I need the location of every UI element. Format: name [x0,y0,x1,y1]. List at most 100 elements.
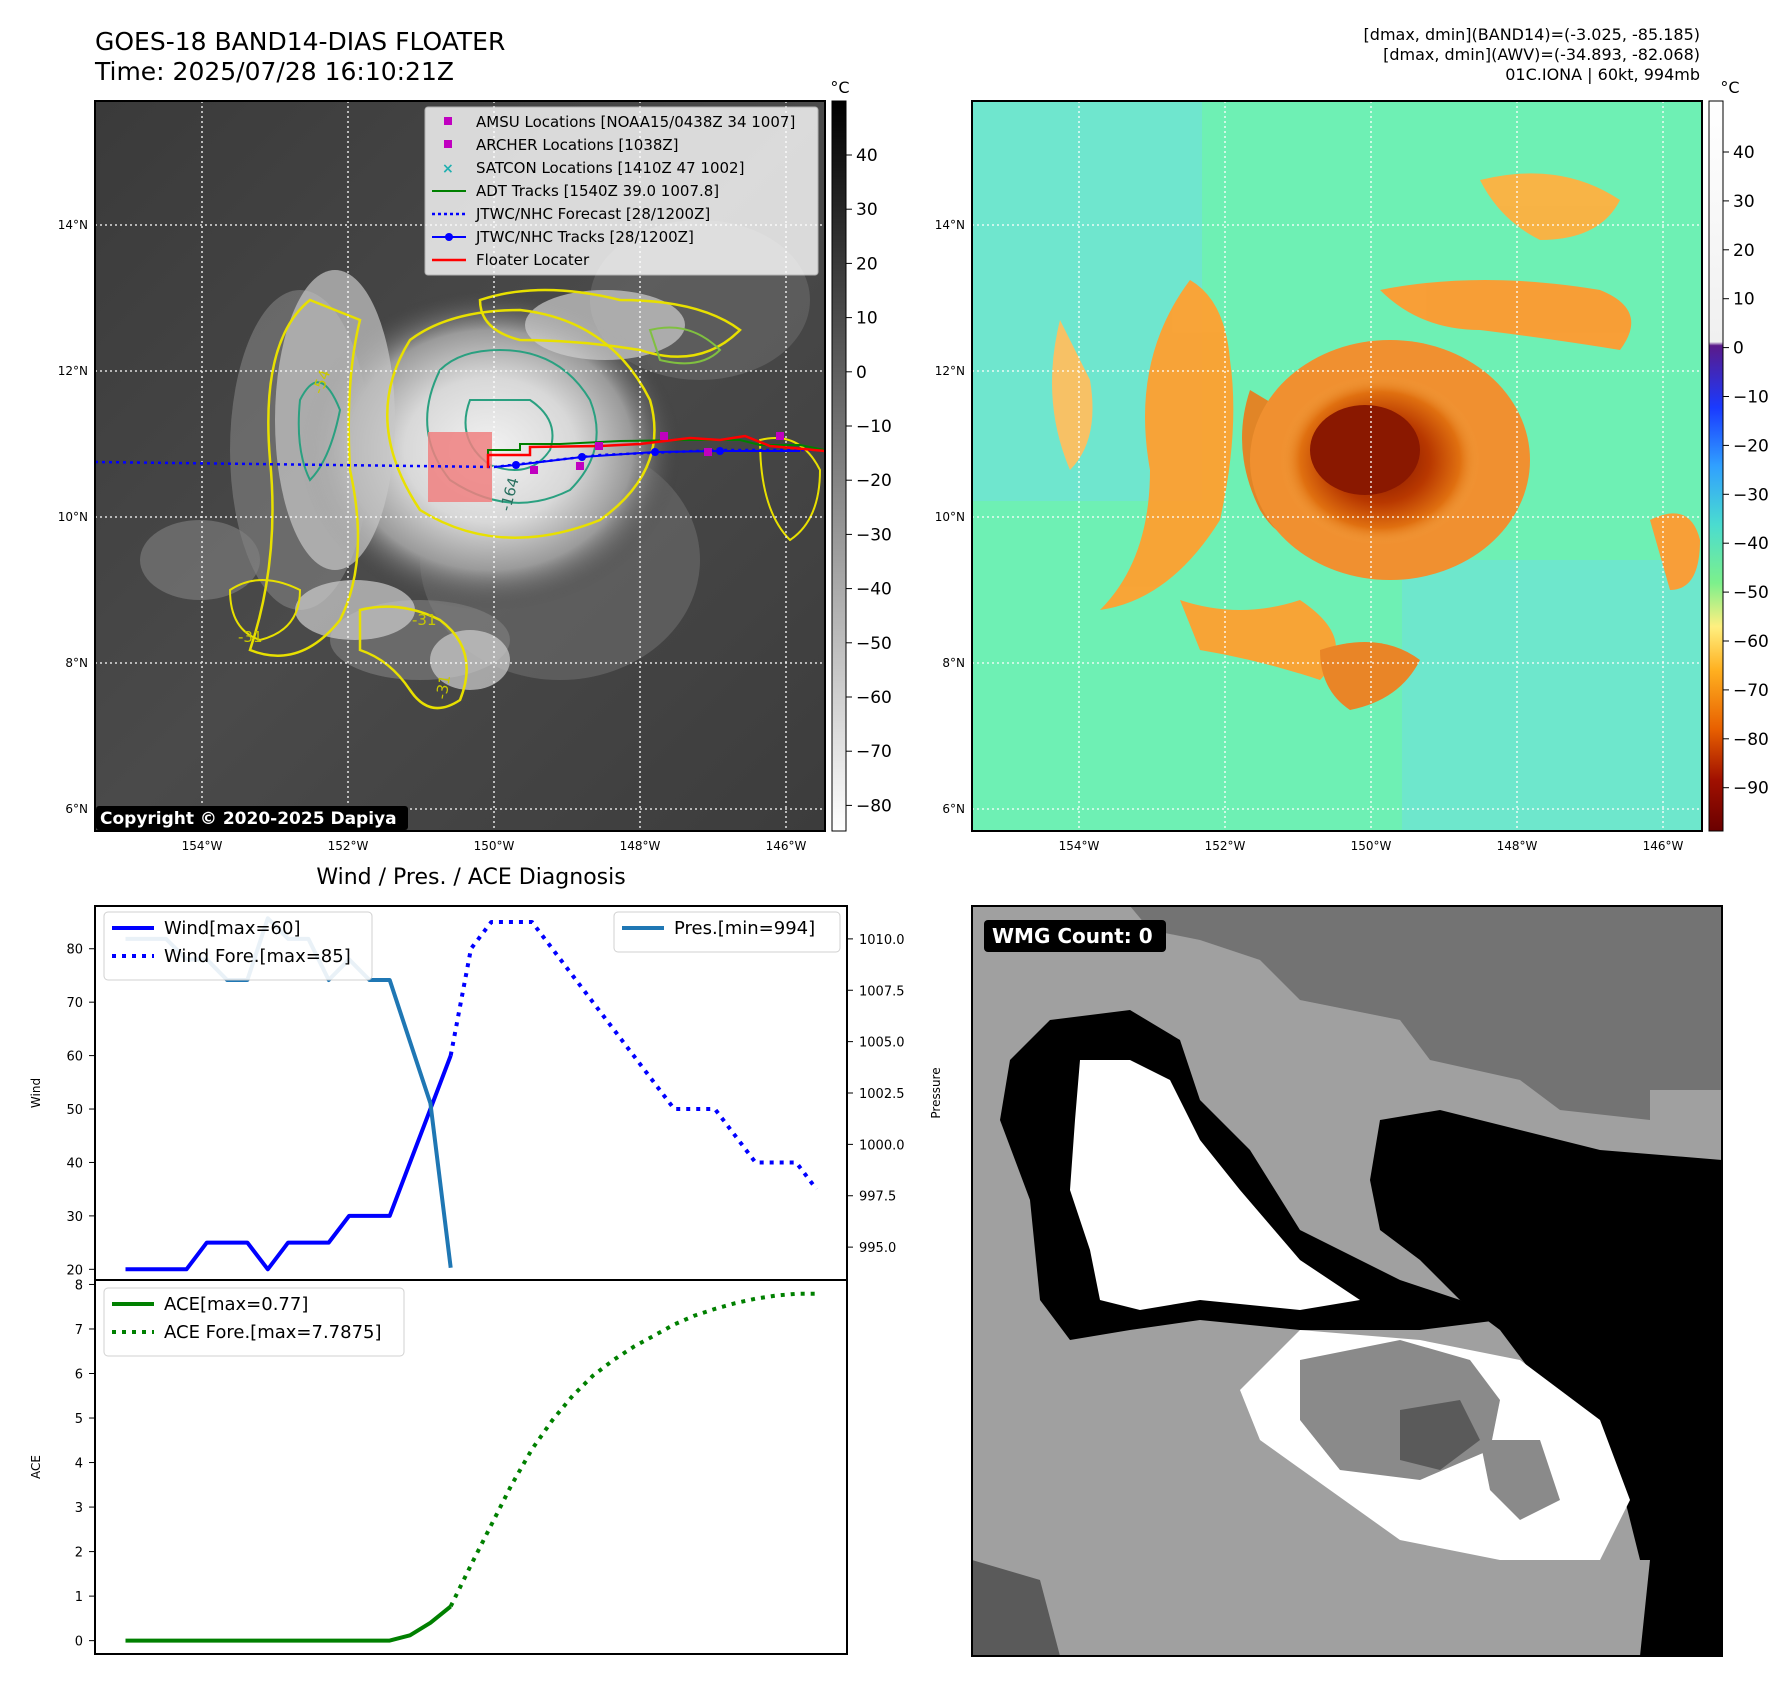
y-right-tick-label: 995.0 [859,1241,896,1256]
y-tick-label: 0 [75,1635,83,1650]
awv-colorbar-tick-label: −40 [1733,534,1769,554]
awv-colorbar-tick-label: −90 [1733,779,1769,799]
awv-colorbar-unit: °C [1720,78,1739,97]
awv-lon-150: 150°W [1351,839,1392,853]
legend-label: ACE[max=0.77] [164,1294,308,1315]
ir-colorbar-tick-label: 30 [856,200,878,220]
series-line [125,1054,453,1272]
ir-colorbar-tick-label: 0 [856,363,867,383]
awv-lat-12: 12°N [935,364,965,378]
legend-adt: ADT Tracks [1540Z 39.0 1007.8] [476,182,719,200]
awv-lon-146: 146°W [1643,839,1684,853]
awv-lon-152: 152°W [1205,839,1246,853]
awv-colorbar-tick-label: 10 [1733,290,1755,310]
legend-box [613,911,841,953]
awv-lat-10: 10°N [935,510,965,524]
stats-storm: 01C.IONA | 60kt, 994mb [1505,65,1700,84]
legend-label: Wind Fore.[max=85] [164,946,351,967]
chart-frame [94,1279,848,1655]
awv-colorbar-tick-label: 20 [1733,241,1755,261]
ir-lat-8: 8°N [65,656,88,670]
legend-box [103,1287,405,1357]
ir-map-panel: -164 -54 -31 -31 -31 [94,100,826,832]
legend-forecast: JTWC/NHC Forecast [28/1200Z] [475,205,710,223]
ir-lat-6: 6°N [65,802,88,816]
awv-colorbar-tick-label: −50 [1733,583,1769,603]
ir-colorbar-tick-label: 10 [856,309,878,329]
y-tick-label: 3 [75,1501,83,1516]
ir-colorbar-tick-label: −40 [856,580,892,600]
y-tick-label: 4 [75,1457,83,1472]
svg-text:×: × [442,161,454,177]
y-tick-label: 7 [75,1323,83,1338]
ir-colorbar: °C 40 30 20 10 0 −10 −20 −30 −40 −50 −60 −70 −80 [830,78,892,832]
y-right-tick-label: 1002.5 [859,1087,905,1102]
ir-colorbar-tick-label: −80 [856,796,892,816]
awv-lon-148: 148°W [1497,839,1538,853]
ir-colorbar-tick-label: −50 [856,634,892,654]
awv-colorbar-tick-label: −20 [1733,436,1769,456]
ir-lon-146: 146°W [766,839,807,853]
awv-lat-14: 14°N [935,218,965,232]
y-tick-label: 2 [75,1546,83,1561]
series-line [448,920,819,1191]
y-tick-label: 6 [75,1368,83,1383]
ace-chart: 0 1 2 3 4 5 6 7 8 ACE ACE[max=0.77] ACE Fore.[max=7… [29,1278,848,1655]
stats-band14: [dmax, dmin](BAND14)=(-3.025, -85.185) [1364,25,1700,44]
legend-amsu: AMSU Locations [NOAA15/0438Z 34 1007] [476,113,795,131]
ir-map-legend: AMSU Locations [NOAA15/0438Z 34 1007] AR… [424,106,819,276]
legend-box [103,911,373,981]
ir-colorbar-tick-label: −60 [856,688,892,708]
wmg-panel: WMG Count: 0 [971,905,1723,1657]
contour-label-31a: -31 [238,628,263,646]
y-tick-label: 60 [66,1050,83,1065]
ir-map-axis-labels: 14°N 12°N 10°N 8°N 6°N 154°W 152°W 150°W… [58,218,807,853]
y-tick-label: 30 [66,1210,83,1225]
awv-colorbar: °C 40 30 20 10 0 −10 −20 −30 −40 −50 −60 −70 −80 −90 [1708,78,1769,832]
ir-colorbar-tick-label: −30 [856,525,892,545]
diagnosis-title: Wind / Pres. / ACE Diagnosis [316,865,625,890]
y-tick-label: 50 [66,1103,83,1118]
awv-colorbar-tick-label: −80 [1733,730,1769,750]
awv-colorbar-tick-label: 0 [1733,339,1744,359]
y-tick-label: 20 [66,1263,83,1278]
adt-track [487,439,826,468]
series-line [125,1604,452,1643]
stats-awv: [dmax, dmin](AWV)=(-34.893, -82.068) [1383,45,1700,64]
awv-colorbar-tick-label: −70 [1733,681,1769,701]
awv-colorbar-tick-label: −10 [1733,388,1769,408]
awv-colorbar-tick-label: −60 [1733,632,1769,652]
awv-map-axis-labels: 14°N 12°N 10°N 8°N 6°N 154°W 152°W 150°W… [935,218,1684,853]
y-right-tick-label: 1007.5 [859,984,905,999]
legend-satcon: SATCON Locations [1410Z 47 1002] [476,159,744,177]
amsu-archer-markers [530,432,784,474]
awv-lon-154: 154°W [1059,839,1100,853]
legend-label: Pres.[min=994] [674,918,815,939]
ir-lat-10: 10°N [58,510,88,524]
ir-colorbar-tick-label: 40 [856,146,878,166]
ir-lon-148: 148°W [620,839,661,853]
y-tick-label: 8 [75,1278,83,1293]
ir-colorbar-unit: °C [830,78,849,97]
legend-label: Wind[max=60] [164,918,301,939]
y-right-tick-label: 1005.0 [859,1036,905,1051]
awv-map-panel [971,100,1703,832]
contour-label-31c: -31 [432,673,454,700]
y-tick-label: 70 [66,996,83,1011]
wind-pressure-chart: 20 30 40 50 60 70 80 Wind 995.0 997.5 1000.0 1002.5… [29,905,943,1281]
legend-label: ACE Fore.[max=7.7875] [164,1322,382,1343]
floater-locater-track [486,434,826,468]
contour-label-31b: -31 [412,611,437,629]
ir-colorbar-tick-label: −10 [856,417,892,437]
wmg-count-label: WMG Count: 0 [992,924,1153,948]
legend-tracks: JTWC/NHC Tracks [28/1200Z] [475,228,694,246]
y-axis-label: ACE [29,1455,43,1479]
y-tick-label: 5 [75,1412,83,1427]
y-tick-label: 1 [75,1590,83,1605]
best-track-points [512,447,724,469]
ir-lon-150: 150°W [474,839,515,853]
figure-title: GOES-18 BAND14-DIAS FLOATER [95,27,505,56]
y-right-tick-label: 1010.0 [859,933,905,948]
ir-colorbar-tick-label: −70 [856,742,892,762]
